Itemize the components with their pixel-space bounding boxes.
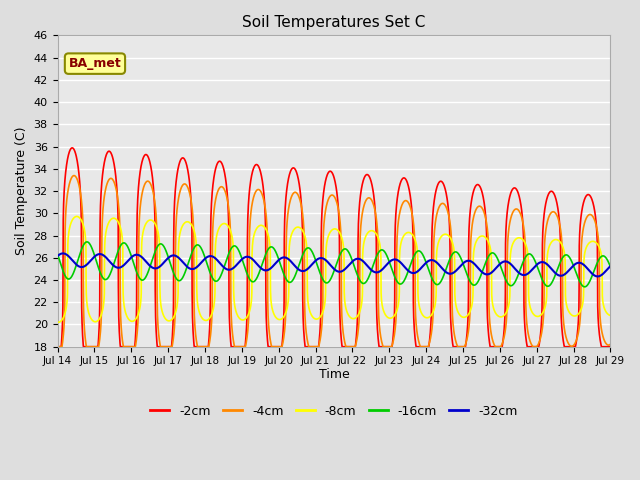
-32cm [607,263,614,269]
-2cm [596,334,604,340]
-8cm [266,243,274,249]
-2cm [68,145,76,151]
-4cm [70,173,78,179]
-32cm [266,266,273,272]
-16cm [150,253,157,259]
-32cm [594,274,602,279]
-4cm [150,192,157,197]
-8cm [54,319,61,325]
-16cm [54,251,61,257]
-16cm [580,284,588,290]
-16cm [117,242,125,248]
-4cm [607,341,614,347]
-4cm [266,334,273,339]
-2cm [536,335,544,340]
-32cm [290,262,298,267]
Line: -4cm: -4cm [58,176,611,347]
-2cm [607,344,614,349]
X-axis label: Time: Time [319,368,349,381]
Y-axis label: Soil Temperature (C): Soil Temperature (C) [15,127,28,255]
-2cm [266,344,273,349]
-32cm [596,273,604,279]
-8cm [607,312,614,318]
-16cm [290,276,298,281]
-32cm [150,265,157,271]
-16cm [83,239,91,245]
Line: -8cm: -8cm [58,216,611,322]
Line: -16cm: -16cm [58,242,611,287]
-8cm [73,214,81,219]
-2cm [150,187,157,192]
-16cm [266,245,273,251]
-4cm [596,309,604,314]
-16cm [596,255,604,261]
-4cm [54,344,61,349]
-32cm [59,251,67,256]
-4cm [536,336,544,342]
-2cm [117,344,125,349]
-32cm [536,260,544,265]
-8cm [290,227,298,232]
-32cm [117,264,125,270]
Line: -2cm: -2cm [58,148,611,347]
Title: Soil Temperatures Set C: Soil Temperatures Set C [243,15,426,30]
-8cm [536,312,544,318]
-16cm [536,272,544,277]
Line: -32cm: -32cm [58,253,611,276]
Legend: -2cm, -4cm, -8cm, -16cm, -32cm: -2cm, -4cm, -8cm, -16cm, -32cm [145,400,522,423]
-8cm [150,219,157,225]
-8cm [117,227,125,232]
Text: BA_met: BA_met [68,57,122,70]
-2cm [290,165,298,171]
-16cm [607,264,614,270]
-32cm [54,253,61,259]
-8cm [596,246,604,252]
-2cm [54,344,61,349]
-8cm [54,319,62,325]
-4cm [290,190,298,196]
-4cm [117,317,125,323]
